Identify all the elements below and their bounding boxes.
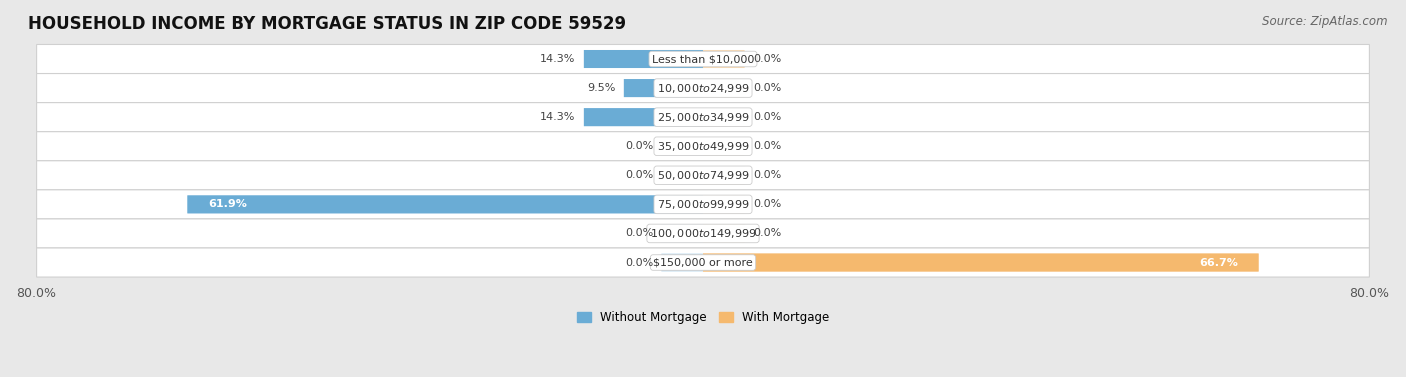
FancyBboxPatch shape bbox=[37, 103, 1369, 132]
Text: 9.5%: 9.5% bbox=[588, 83, 616, 93]
Text: Less than $10,000: Less than $10,000 bbox=[652, 54, 754, 64]
FancyBboxPatch shape bbox=[703, 224, 745, 242]
FancyBboxPatch shape bbox=[661, 166, 703, 184]
Text: $35,000 to $49,999: $35,000 to $49,999 bbox=[657, 140, 749, 153]
FancyBboxPatch shape bbox=[37, 161, 1369, 190]
FancyBboxPatch shape bbox=[37, 219, 1369, 248]
FancyBboxPatch shape bbox=[703, 50, 745, 68]
FancyBboxPatch shape bbox=[661, 253, 703, 271]
FancyBboxPatch shape bbox=[583, 50, 703, 68]
Text: $100,000 to $149,999: $100,000 to $149,999 bbox=[650, 227, 756, 240]
Text: Source: ZipAtlas.com: Source: ZipAtlas.com bbox=[1263, 15, 1388, 28]
FancyBboxPatch shape bbox=[37, 74, 1369, 103]
FancyBboxPatch shape bbox=[624, 79, 703, 97]
Text: 0.0%: 0.0% bbox=[624, 257, 652, 268]
Legend: Without Mortgage, With Mortgage: Without Mortgage, With Mortgage bbox=[572, 306, 834, 329]
FancyBboxPatch shape bbox=[187, 195, 703, 213]
FancyBboxPatch shape bbox=[703, 253, 1258, 271]
Text: 0.0%: 0.0% bbox=[754, 54, 782, 64]
FancyBboxPatch shape bbox=[703, 195, 745, 213]
Text: 66.7%: 66.7% bbox=[1199, 257, 1237, 268]
FancyBboxPatch shape bbox=[703, 253, 1258, 271]
Text: $50,000 to $74,999: $50,000 to $74,999 bbox=[657, 169, 749, 182]
Text: $25,000 to $34,999: $25,000 to $34,999 bbox=[657, 111, 749, 124]
Text: 14.3%: 14.3% bbox=[540, 112, 575, 122]
Text: 14.3%: 14.3% bbox=[540, 54, 575, 64]
FancyBboxPatch shape bbox=[703, 108, 745, 126]
FancyBboxPatch shape bbox=[37, 44, 1369, 74]
Text: 0.0%: 0.0% bbox=[624, 228, 652, 238]
FancyBboxPatch shape bbox=[703, 166, 745, 184]
Text: 0.0%: 0.0% bbox=[624, 170, 652, 180]
Text: $150,000 or more: $150,000 or more bbox=[654, 257, 752, 268]
FancyBboxPatch shape bbox=[583, 108, 703, 126]
FancyBboxPatch shape bbox=[624, 79, 703, 97]
FancyBboxPatch shape bbox=[703, 137, 745, 155]
FancyBboxPatch shape bbox=[187, 195, 703, 213]
Text: 0.0%: 0.0% bbox=[754, 141, 782, 151]
Text: 0.0%: 0.0% bbox=[754, 228, 782, 238]
Text: 0.0%: 0.0% bbox=[754, 83, 782, 93]
FancyBboxPatch shape bbox=[583, 50, 703, 68]
FancyBboxPatch shape bbox=[37, 132, 1369, 161]
Text: 61.9%: 61.9% bbox=[208, 199, 247, 209]
FancyBboxPatch shape bbox=[703, 79, 745, 97]
Text: 0.0%: 0.0% bbox=[624, 141, 652, 151]
Text: 0.0%: 0.0% bbox=[754, 112, 782, 122]
FancyBboxPatch shape bbox=[37, 190, 1369, 219]
FancyBboxPatch shape bbox=[661, 137, 703, 155]
Text: 0.0%: 0.0% bbox=[754, 199, 782, 209]
Text: $10,000 to $24,999: $10,000 to $24,999 bbox=[657, 81, 749, 95]
FancyBboxPatch shape bbox=[583, 108, 703, 126]
Text: $75,000 to $99,999: $75,000 to $99,999 bbox=[657, 198, 749, 211]
Text: HOUSEHOLD INCOME BY MORTGAGE STATUS IN ZIP CODE 59529: HOUSEHOLD INCOME BY MORTGAGE STATUS IN Z… bbox=[28, 15, 627, 33]
FancyBboxPatch shape bbox=[661, 224, 703, 242]
FancyBboxPatch shape bbox=[37, 248, 1369, 277]
Text: 0.0%: 0.0% bbox=[754, 170, 782, 180]
